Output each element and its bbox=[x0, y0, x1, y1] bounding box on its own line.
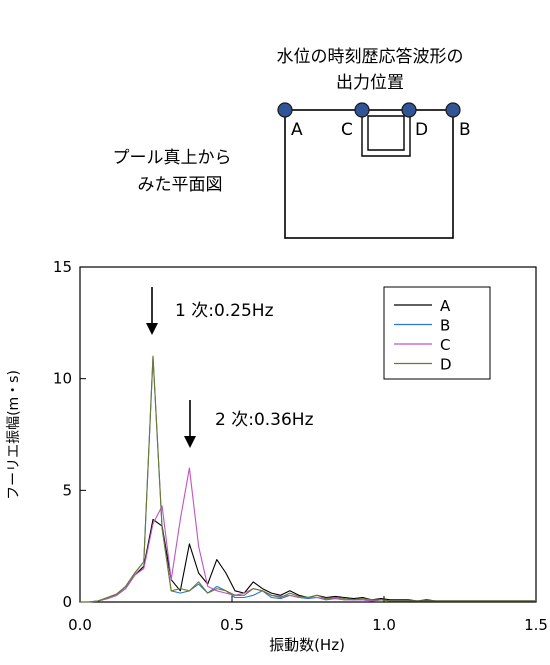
x-tick-label: 0.0 bbox=[68, 616, 92, 634]
point-label-d: D bbox=[415, 120, 428, 140]
axes: 0.0 0.5 1.0 1.5 0 5 10 15 bbox=[53, 258, 548, 634]
series-lines bbox=[80, 355, 536, 603]
point-label-b: B bbox=[459, 120, 471, 140]
diagram-title-line1: 水位の時刻歴応答波形の bbox=[277, 47, 464, 67]
legend-label-c: C bbox=[440, 336, 450, 354]
y-tick-label: 15 bbox=[53, 258, 72, 276]
point-label-c: C bbox=[341, 120, 353, 140]
y-tick-label: 0 bbox=[62, 593, 72, 611]
plot-frame bbox=[79, 266, 537, 603]
annotation-label: 1 次:0.25Hz bbox=[175, 301, 274, 321]
annotation-label: 2 次:0.36Hz bbox=[215, 410, 314, 430]
series-line-d bbox=[80, 355, 536, 603]
point-marker-b bbox=[445, 102, 461, 118]
inner-structure-inner bbox=[367, 115, 405, 151]
series-line-a bbox=[80, 518, 536, 603]
inner-structure-outer bbox=[361, 110, 411, 157]
diagram-title-line2: 出力位置 bbox=[336, 73, 404, 93]
point-marker-a bbox=[277, 102, 293, 118]
legend-box bbox=[383, 286, 491, 380]
point-marker-c bbox=[354, 102, 370, 118]
legend-label-a: A bbox=[440, 297, 451, 315]
series-line-b bbox=[80, 355, 536, 603]
legend-label-d: D bbox=[440, 356, 452, 374]
x-axis-label: 振動数(Hz) bbox=[269, 636, 345, 654]
diagram-side-label-line2: みた平面図 bbox=[138, 175, 223, 195]
pool-plan-diagram: 水位の時刻歴応答波形の 出力位置 プール真上から みた平面図 A C D B bbox=[113, 47, 471, 239]
legend-label-b: B bbox=[440, 317, 450, 335]
y-tick-label: 5 bbox=[62, 481, 72, 499]
point-marker-d bbox=[401, 102, 417, 118]
annotation-arrow-head bbox=[184, 436, 196, 448]
annotations: 1 次:0.25Hz 2 次:0.36Hz bbox=[146, 287, 314, 448]
point-label-a: A bbox=[291, 120, 303, 140]
x-tick-label: 0.5 bbox=[220, 616, 244, 634]
x-tick-label: 1.5 bbox=[524, 616, 548, 634]
diagram-side-label-line1: プール真上から bbox=[113, 148, 232, 168]
annotation-arrow-head bbox=[146, 323, 158, 335]
y-tick-label: 10 bbox=[53, 370, 72, 388]
series-line-c bbox=[80, 467, 536, 603]
y-axis-label: フーリエ振幅(m・s) bbox=[6, 370, 22, 500]
x-tick-label: 1.0 bbox=[372, 616, 396, 634]
